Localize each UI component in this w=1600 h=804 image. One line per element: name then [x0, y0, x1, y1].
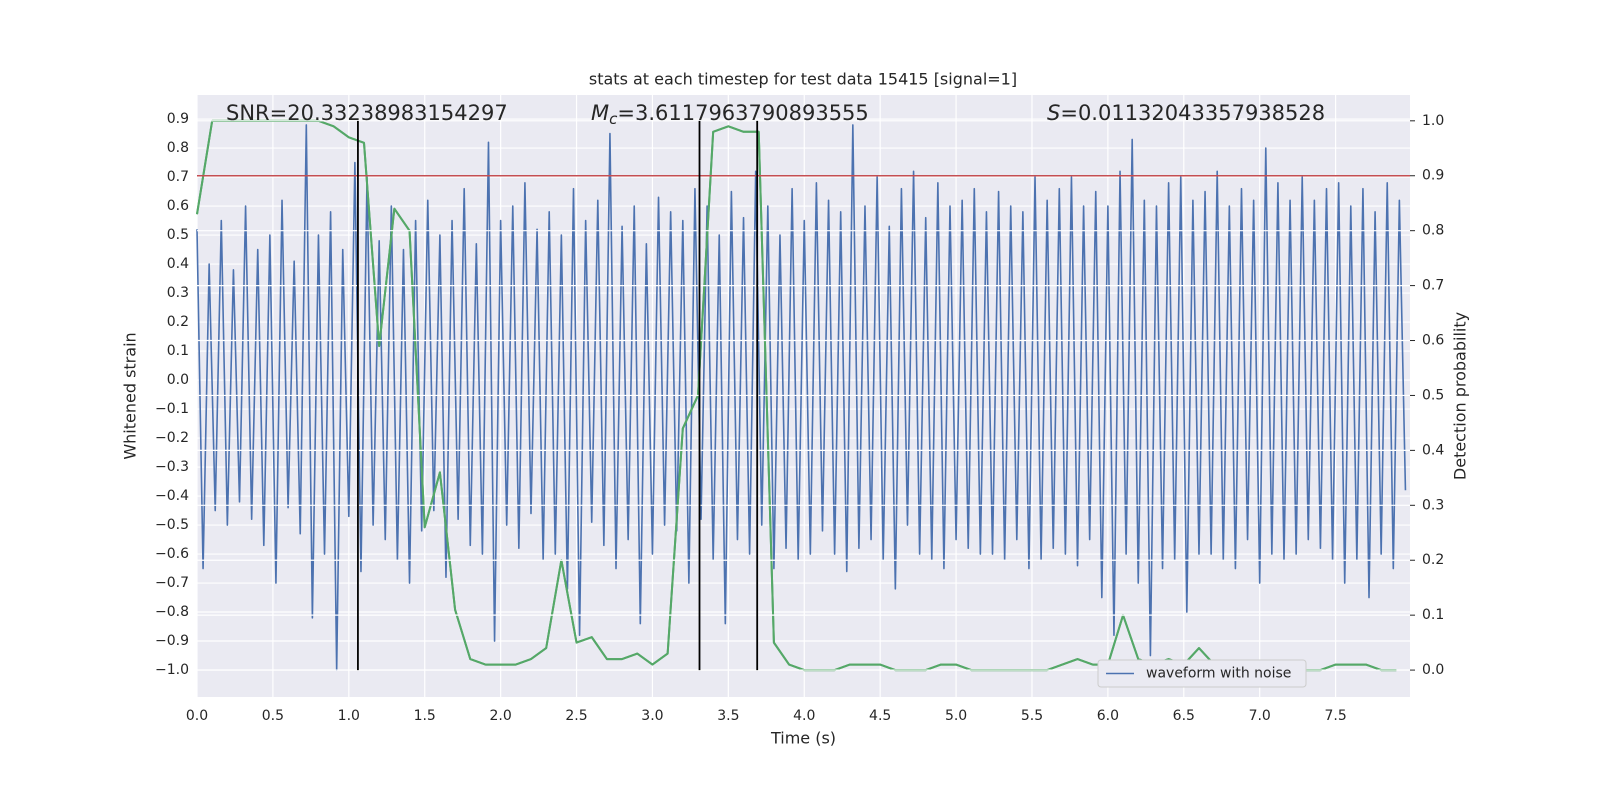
- y2-tick-label: 0.9: [1422, 168, 1444, 184]
- series-line: [196, 124, 1407, 671]
- y-tick-label: 0.4: [167, 256, 189, 272]
- annotation-value: =3.6117963790893555: [617, 101, 868, 125]
- annotation: SNR=20.33238983154297: [226, 101, 508, 125]
- annotation-value: =0.01132043357938528: [1060, 101, 1325, 125]
- y-tick-label: −0.5: [155, 517, 189, 533]
- x-tick-label: 2.0: [489, 708, 511, 724]
- legend-label: waveform with noise: [1146, 666, 1291, 682]
- y-tick-label: −0.6: [155, 546, 189, 562]
- x-tick-label: 6.0: [1097, 708, 1119, 724]
- y-tick-label: −0.1: [155, 401, 189, 417]
- series-line: [196, 119, 1397, 672]
- x-tick-label: 5.5: [1021, 708, 1043, 724]
- x-tick-label: 1.0: [338, 708, 360, 724]
- y-tick-label: −0.8: [155, 604, 189, 620]
- x-tick-label: 0.5: [262, 708, 284, 724]
- y-tick-label: 0.8: [167, 140, 189, 156]
- x-tick-label: 5.0: [945, 708, 967, 724]
- y-tick-label: 0.1: [167, 343, 189, 359]
- y-axis-label: Whitened strain: [121, 332, 140, 459]
- x-tick-label: 0.0: [186, 708, 208, 724]
- series: [196, 119, 1407, 672]
- legend-box: [1097, 659, 1307, 688]
- x-tick-label: 3.0: [641, 708, 663, 724]
- x-tick-label: 7.0: [1249, 708, 1271, 724]
- y-tick-label: −0.4: [155, 488, 189, 504]
- chart-title: stats at each timestep for test data 154…: [589, 70, 1017, 89]
- y2-tick-label: 0.3: [1422, 497, 1444, 513]
- x-tick-label: 2.5: [565, 708, 587, 724]
- y2-tick-label: 1.0: [1422, 113, 1444, 129]
- y-tick-label: 0.3: [167, 285, 189, 301]
- y2-tick-label: 0.2: [1422, 552, 1444, 568]
- annotation-value: SNR=20.33238983154297: [226, 101, 508, 125]
- x-tick-label: 4.0: [793, 708, 815, 724]
- y2-tick-label: 0.1: [1422, 607, 1444, 623]
- y-tick-label: −0.7: [155, 575, 189, 591]
- x-tick-label: 4.5: [869, 708, 891, 724]
- y-tick-label: 0.9: [167, 111, 189, 127]
- y-tick-label: −0.3: [155, 459, 189, 475]
- y-tick-label: 0.6: [167, 198, 189, 214]
- y-tick-label: 0.2: [167, 314, 189, 330]
- y-tick-label: 0.0: [167, 372, 189, 388]
- x-tick-label: 7.5: [1324, 708, 1346, 724]
- annotation-symbol: S: [1047, 101, 1060, 125]
- y2-axis-label: Detection probability: [1451, 312, 1470, 480]
- x-tick-label: 6.5: [1173, 708, 1195, 724]
- y-tick-label: 0.5: [167, 227, 189, 243]
- y2-tick-label: 0.7: [1422, 278, 1444, 294]
- annotation: S=0.01132043357938528: [1047, 101, 1325, 125]
- y2-tick-label: 0.4: [1422, 442, 1444, 458]
- y-tick-label: −0.9: [155, 633, 189, 649]
- y2-tick-label: 0.5: [1422, 387, 1444, 403]
- annotation-symbol: M: [591, 101, 609, 125]
- y-tick-label: −1.0: [155, 662, 189, 678]
- y-tick-label: 0.7: [167, 169, 189, 185]
- x-axis-label: Time (s): [770, 729, 836, 748]
- y2-tick-label: 0.6: [1422, 333, 1444, 349]
- x-tick-label: 3.5: [717, 708, 739, 724]
- y2-tick-label: 0.0: [1422, 662, 1444, 678]
- annotation: Mc=3.6117963790893555: [591, 101, 869, 128]
- annotation-subscript: c: [609, 110, 618, 128]
- x-tick-label: 1.5: [414, 708, 436, 724]
- y-tick-label: −0.2: [155, 430, 189, 446]
- y2-tick-label: 0.8: [1422, 223, 1444, 239]
